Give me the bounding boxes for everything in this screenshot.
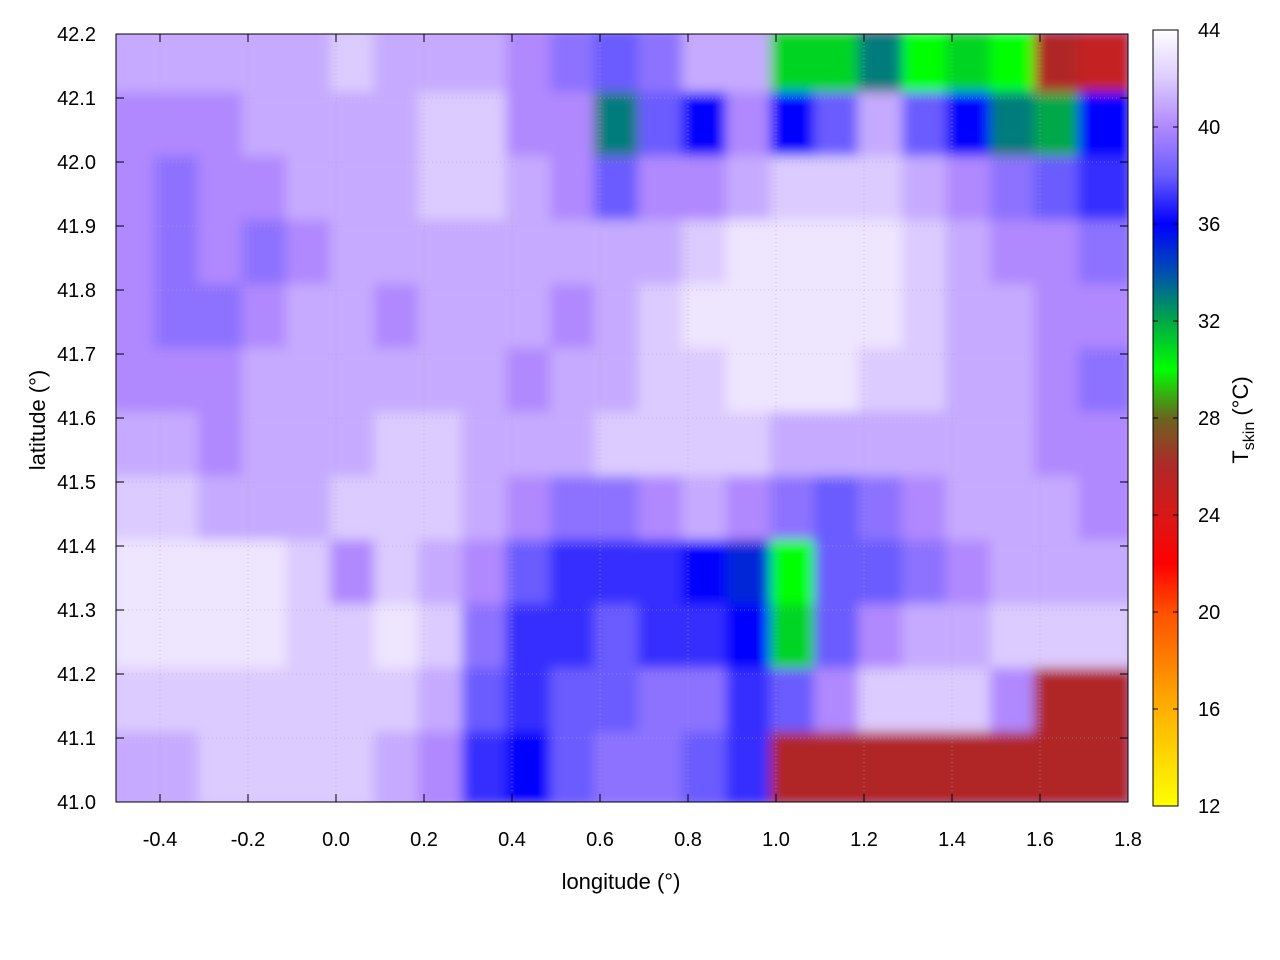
heatmap-cell	[1078, 284, 1128, 360]
x-tick-label: 1.4	[938, 829, 966, 851]
colorbar-tick-label: 16	[1198, 699, 1220, 721]
y-tick-label: 41.1	[57, 728, 96, 750]
heatmap-cell	[1078, 348, 1128, 424]
y-tick-label: 42.0	[57, 152, 96, 174]
x-tick-label: 1.6	[1026, 829, 1054, 851]
heatmap-cell	[1078, 92, 1128, 168]
y-tick-label: 42.1	[57, 88, 96, 110]
heatmap-cell	[1078, 540, 1128, 616]
colorbar-tick-label: 32	[1198, 311, 1220, 333]
y-tick-label: 41.0	[57, 792, 96, 814]
y-tick-label: 41.3	[57, 600, 96, 622]
x-tick-label: 0.8	[674, 829, 702, 851]
heatmap-cell	[1078, 476, 1128, 552]
x-axis: -0.4 -0.2 0.0 0.2 0.4 0.6 0.8 1.0 1.2 1.4 1.6 1.8	[143, 34, 1142, 851]
colorbar-tick-label: 36	[1198, 214, 1220, 236]
heatmap-cell	[1078, 156, 1128, 232]
colorbar-tick-label: 40	[1198, 117, 1220, 139]
heatmap-cell	[1078, 604, 1128, 680]
y-tick-label: 41.7	[57, 344, 96, 366]
y-axis-label: latitude (°)	[25, 370, 50, 471]
colorbar-label-sub: skin	[1241, 422, 1258, 450]
colorbar-label: Tskin (°C)	[1228, 376, 1258, 463]
colorbar-tick-label: 12	[1198, 796, 1220, 818]
y-tick-label: 41.2	[57, 664, 96, 686]
y-tick-label: 41.5	[57, 472, 96, 494]
x-tick-label: 0.6	[586, 829, 614, 851]
y-tick-label: 41.6	[57, 408, 96, 430]
x-tick-label: 0.0	[322, 829, 350, 851]
heatmap-cell	[1078, 220, 1128, 296]
x-axis-label: longitude (°)	[562, 869, 681, 894]
x-tick-label: 0.4	[498, 829, 526, 851]
heatmap-cell	[1078, 412, 1128, 488]
y-tick-label: 41.8	[57, 280, 96, 302]
colorbar-tick-label: 28	[1198, 408, 1220, 430]
heatmap-cells	[116, 34, 1128, 802]
y-tick-label: 41.4	[57, 536, 96, 558]
y-tick-label: 42.2	[57, 24, 96, 46]
x-tick-label: 0.2	[410, 829, 438, 851]
colorbar-tick-label: 20	[1198, 602, 1220, 624]
colorbar-tick-label: 44	[1198, 20, 1220, 42]
colorbar-tick-label: 24	[1198, 505, 1220, 527]
x-tick-label: -0.4	[143, 829, 177, 851]
y-tick-label: 41.9	[57, 216, 96, 238]
x-tick-label: 1.2	[850, 829, 878, 851]
colorbar-axis: 12 16 20 24 28 32 36 40 44	[1153, 20, 1220, 818]
colorbar-label-main: T	[1228, 450, 1253, 463]
x-tick-label: -0.2	[231, 829, 265, 851]
x-tick-label: 1.8	[1114, 829, 1142, 851]
x-tick-label: 1.0	[762, 829, 790, 851]
y-axis: 41.0 41.1 41.2 41.3 41.4 41.5 41.6 41.7 41.8 41.9…	[57, 24, 1128, 814]
colorbar-label-unit: (°C)	[1228, 376, 1253, 421]
heatmap-cell	[1078, 668, 1128, 744]
heatmap-cell	[1078, 732, 1128, 802]
